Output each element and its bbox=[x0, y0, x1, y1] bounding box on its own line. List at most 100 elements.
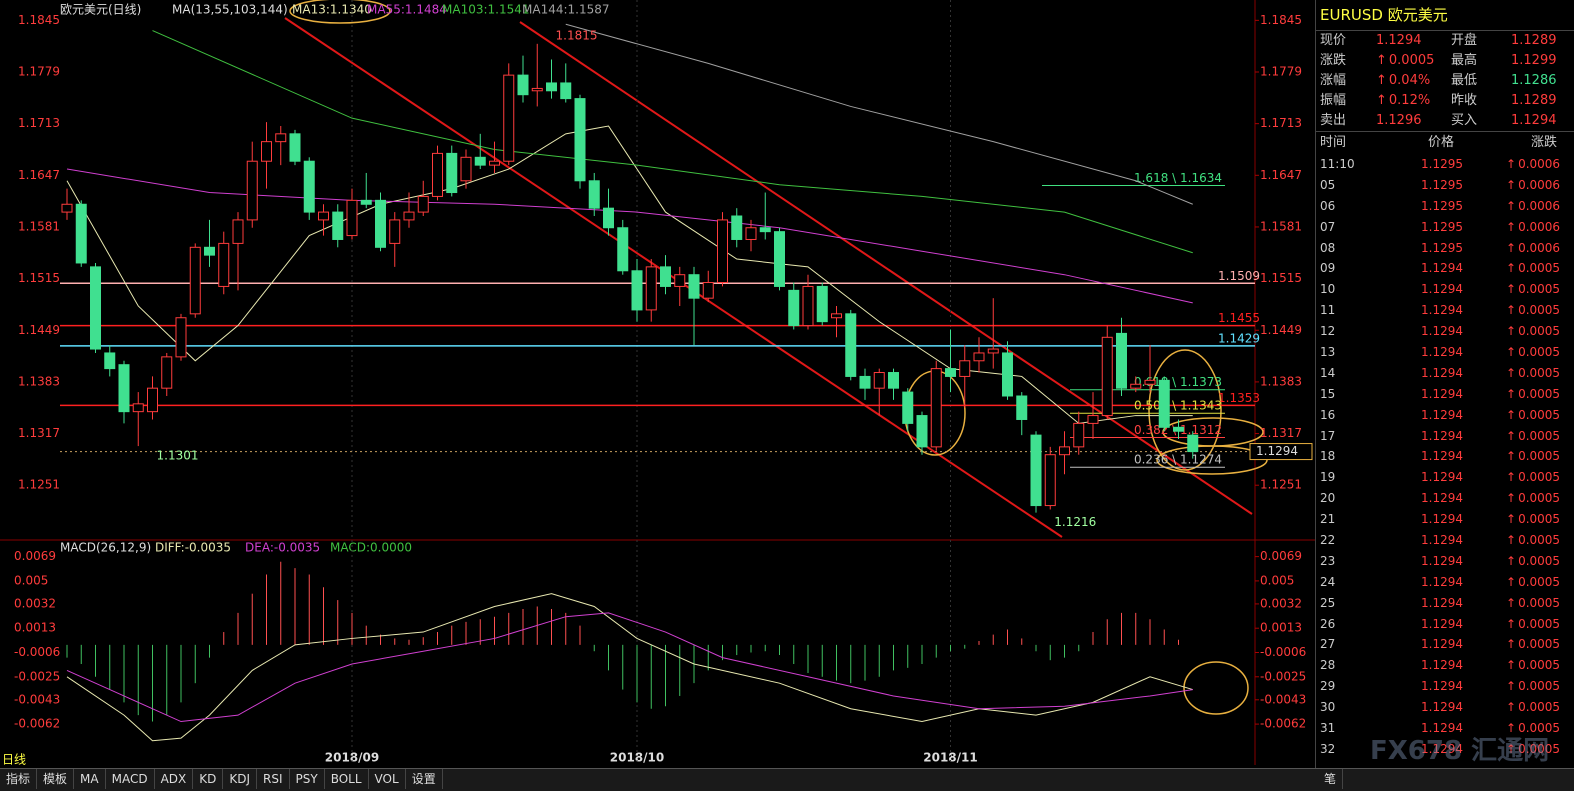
tick-change: 0.0005 bbox=[1506, 718, 1560, 739]
candle-body bbox=[147, 387, 158, 413]
tick-row: 26 1.1294 0.0005 bbox=[1316, 614, 1574, 635]
tick-change: 0.0005 bbox=[1506, 446, 1560, 467]
toolbar-tab[interactable]: 指标 bbox=[0, 769, 38, 789]
tick-price: 1.1294 bbox=[1421, 741, 1463, 756]
candle-body bbox=[531, 87, 543, 92]
col-price: 价格 bbox=[1428, 135, 1455, 150]
quote-row: 涨幅 0.04% 最低 1.1286 bbox=[1316, 71, 1574, 91]
toolbar-tab[interactable]: BOLL bbox=[325, 769, 369, 789]
toolbar-tab[interactable]: KDJ bbox=[223, 769, 258, 789]
tick-row: 17 1.1294 0.0005 bbox=[1316, 426, 1574, 447]
tick-price: 1.1294 bbox=[1421, 553, 1463, 568]
y-tick-label: 1.1251 bbox=[1260, 478, 1302, 492]
ma-params: MA(13,55,103,144) bbox=[172, 3, 288, 17]
tick-change: 0.0005 bbox=[1506, 739, 1560, 760]
candle-body bbox=[816, 285, 828, 323]
candle-body bbox=[460, 156, 472, 182]
y-tick-label: 1.1713 bbox=[1260, 116, 1302, 130]
quote-value: 1.1296 bbox=[1376, 113, 1422, 128]
tick-price: 1.1294 bbox=[1421, 365, 1463, 380]
y-tick-label: 1.1317 bbox=[18, 426, 60, 440]
toolbar-tab[interactable]: MACD bbox=[106, 769, 155, 789]
quote-panel: EURUSD 欧元美元 现价 1.1294 开盘 1.1289 涨跌 0.0005 最高 1.… bbox=[1315, 0, 1574, 768]
tick-row: 32 1.1294 0.0005 bbox=[1316, 739, 1574, 760]
ma-value: MA144:1.1587 bbox=[522, 3, 610, 17]
y-tick-label: 0.005 bbox=[14, 573, 48, 587]
y-tick-label: 1.1449 bbox=[1260, 323, 1302, 337]
tick-time: 15 bbox=[1320, 386, 1336, 401]
quote-value: 0.04% bbox=[1376, 71, 1430, 91]
toolbar-tab[interactable]: VOL bbox=[369, 769, 406, 789]
tick-row: 24 1.1294 0.0005 bbox=[1316, 572, 1574, 593]
quote-row: 现价 1.1294 开盘 1.1289 bbox=[1316, 31, 1574, 51]
candle-body bbox=[503, 74, 515, 162]
level-label: 1.1353 bbox=[1218, 391, 1260, 405]
channel-line bbox=[519, 21, 1253, 515]
candle-body bbox=[916, 415, 928, 448]
tick-change: 0.0005 bbox=[1506, 300, 1560, 321]
candle-body bbox=[603, 207, 614, 229]
candle-body bbox=[1101, 336, 1113, 417]
y-tick-label: 0.005 bbox=[1260, 573, 1294, 587]
tick-time: 27 bbox=[1320, 637, 1336, 652]
dea-label: DEA:-0.0035 bbox=[245, 541, 320, 555]
candle-body bbox=[688, 274, 700, 299]
background bbox=[0, 0, 1315, 768]
tick-row: 18 1.1294 0.0005 bbox=[1316, 446, 1574, 467]
level-label: 1.1455 bbox=[1218, 311, 1260, 325]
toolbar-tab[interactable]: KD bbox=[193, 769, 224, 789]
quote-label: 振幅 bbox=[1320, 93, 1347, 108]
tick-change: 0.0005 bbox=[1506, 384, 1560, 405]
tick-price: 1.1294 bbox=[1421, 345, 1463, 360]
tick-row: 10 1.1294 0.0005 bbox=[1316, 279, 1574, 300]
toolbar-tab[interactable]: 设置 bbox=[406, 769, 443, 789]
quote-label: 买入 bbox=[1451, 113, 1478, 128]
tick-time: 25 bbox=[1320, 595, 1336, 610]
candle-body bbox=[318, 211, 329, 221]
ma-line bbox=[152, 30, 1193, 254]
y-tick-label: -0.0025 bbox=[1260, 669, 1306, 683]
tick-row: 22 1.1294 0.0005 bbox=[1316, 530, 1574, 551]
fib-label: 0.236 \ 1.1274 bbox=[1134, 453, 1222, 467]
candle-body bbox=[859, 375, 871, 389]
tick-row: 20 1.1294 0.0005 bbox=[1316, 488, 1574, 509]
tick-change: 0.0006 bbox=[1506, 175, 1560, 196]
candle-body bbox=[161, 356, 173, 389]
tick-change: 0.0005 bbox=[1506, 321, 1560, 342]
tick-row: 30 1.1294 0.0005 bbox=[1316, 697, 1574, 718]
toolbar-tab[interactable]: ADX bbox=[155, 769, 194, 789]
tick-time: 12 bbox=[1320, 324, 1336, 339]
tick-price: 1.1294 bbox=[1421, 449, 1463, 464]
toolbar-tab[interactable]: 模板 bbox=[37, 769, 75, 789]
macd-line bbox=[66, 593, 1193, 742]
toolbar-tab[interactable]: MA bbox=[74, 769, 106, 789]
tick-price: 1.1294 bbox=[1421, 721, 1463, 736]
candle-body bbox=[1059, 446, 1070, 456]
tick-time: 11 bbox=[1320, 303, 1336, 318]
candle-body bbox=[104, 352, 116, 370]
y-tick-label: 1.1647 bbox=[1260, 168, 1302, 182]
fib-label: 0.618 \ 1.1373 bbox=[1134, 375, 1222, 389]
y-tick-label: 0.0069 bbox=[14, 549, 56, 563]
candle-body bbox=[560, 82, 572, 100]
quote-label: 最低 bbox=[1451, 73, 1478, 88]
quote-value: 1.1299 bbox=[1511, 53, 1557, 68]
candle-body bbox=[759, 227, 771, 233]
y-tick-label: 1.1515 bbox=[1260, 271, 1302, 285]
candle-body bbox=[118, 364, 130, 413]
col-change: 涨跌 bbox=[1531, 135, 1558, 150]
candle-body bbox=[802, 285, 814, 327]
tick-time: 10 bbox=[1320, 282, 1336, 297]
candle-body bbox=[90, 266, 101, 350]
quote-value: 0.0005 bbox=[1376, 51, 1435, 71]
candle-body bbox=[788, 289, 800, 327]
highlight-ellipse bbox=[1183, 661, 1249, 715]
toolbar-tab[interactable]: PSY bbox=[290, 769, 325, 789]
tick-change: 0.0005 bbox=[1506, 488, 1560, 509]
toolbar-tab[interactable]: RSI bbox=[257, 769, 290, 789]
candle-body bbox=[831, 313, 842, 319]
side-tab: 笔 bbox=[1318, 769, 1344, 789]
tick-change: 0.0005 bbox=[1506, 279, 1560, 300]
tick-time: 17 bbox=[1320, 428, 1336, 443]
y-tick-label: 1.1647 bbox=[18, 168, 60, 182]
